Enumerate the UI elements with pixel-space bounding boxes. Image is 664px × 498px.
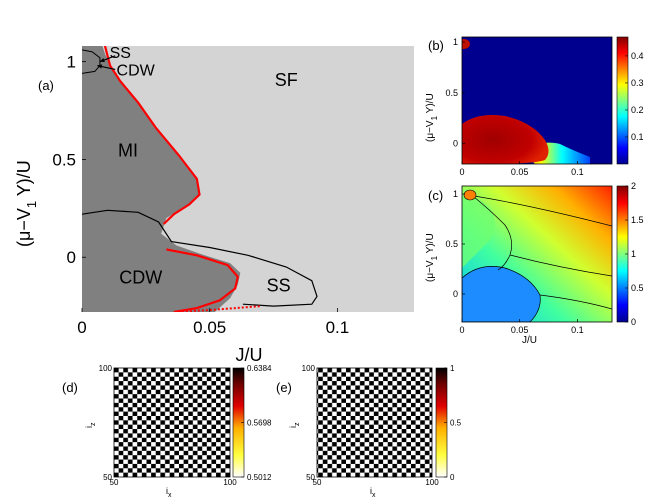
panel-d-ylabel: iz [84, 422, 97, 428]
colorbar-tick-label: 0 [450, 473, 455, 482]
insulating-region [82, 46, 241, 312]
panel-c-ylabel: (μ−V1 Y)/U [425, 233, 439, 282]
colorbar-tick-label: 0.1 [631, 132, 644, 142]
x-tick-label: 100 [425, 478, 439, 487]
panel-e-ylabel: iz [288, 422, 301, 428]
panel-b-heatmap: 0 0.05 0.1 0 0.5 1 (μ−V1 Y)/U (b) 0.1 0.2 0.3 0… [425, 36, 644, 177]
colorbar-tick-label: 2 [631, 181, 636, 191]
panel-c-cdw-lobe [462, 266, 541, 322]
panel-e-label: (e) [276, 380, 292, 395]
panel-c-label: (c) [428, 188, 443, 203]
phase-label-mi: MI [118, 140, 138, 160]
panel-c-small-lobe [463, 189, 477, 201]
x-tick-label: 0.05 [511, 325, 529, 335]
panel-b-ylabel: (μ−V1 Y)/U [425, 93, 439, 142]
arrow-head-0 [99, 58, 105, 63]
mi-red-boundary [103, 46, 201, 225]
panel-b-small-lobe [462, 39, 470, 49]
y-tick-label: 1 [453, 189, 458, 199]
red-dotted-boundary [173, 305, 261, 312]
panel-a-xlabel: J/U [236, 345, 263, 365]
panel-c-contour-3 [539, 294, 612, 310]
y-tick-label: 1 [453, 37, 458, 47]
panel-d-xlabel: ix [166, 486, 172, 498]
colorbar-tick-label: 0.3 [631, 78, 644, 88]
colorbar-tick-label: 0.5012 [247, 473, 272, 482]
colorbar-tick-label: 1 [631, 249, 636, 259]
panel-c-contour-mi [473, 196, 512, 271]
panel-a-label: (a) [38, 78, 54, 93]
colorbar-tick-label: 0.5 [450, 419, 462, 428]
phase-label-ss: SS [267, 275, 291, 295]
y-tick-label: 1 [67, 53, 76, 72]
phase-label-cdw: CDW [119, 268, 162, 288]
panel-c-contour-2 [509, 254, 612, 277]
panel-c-heatmap: 0 0.05 0.1 0 0.5 1 J/U (μ−V1 Y)/U (c) 0 0.5 1 1… [425, 181, 644, 346]
panel-b-label: (b) [428, 38, 444, 53]
panel-c-frame [461, 185, 613, 323]
y-tick-label: 0.5 [52, 150, 76, 169]
ss-boundary-curve [82, 209, 318, 307]
panel-e-xlabel: ix [370, 486, 376, 498]
colorbar-tick-label: 1 [450, 364, 455, 373]
x-tick-label: 0 [459, 325, 464, 335]
panel-e-checkerboard [316, 367, 433, 478]
y-tick-label: 0 [67, 248, 76, 267]
colorbar-tick-label: 0.5 [631, 283, 644, 293]
x-tick-label: 100 [223, 478, 237, 487]
panel-d-label: (d) [62, 380, 78, 395]
phase-label-sf: SF [275, 70, 298, 90]
y-tick-label: 0 [453, 139, 458, 149]
colorbar-tick-label: 0.6384 [247, 364, 272, 373]
colorbar-tick-label: 0 [631, 317, 636, 327]
x-tick-label: 50 [110, 478, 119, 487]
x-tick-label: 0.1 [571, 325, 584, 335]
colorbar-tick-label: 1.5 [631, 215, 644, 225]
x-tick-label: 0.05 [511, 167, 529, 177]
x-tick-label: 50 [313, 478, 322, 487]
x-tick-label: 0.05 [193, 318, 226, 337]
panel-b-frame [461, 36, 613, 165]
x-tick-label: 0 [459, 167, 464, 177]
y-tick-label: 100 [99, 364, 113, 373]
panel-b-colorbar [616, 36, 629, 165]
panel-c-xlabel: J/U [522, 335, 537, 346]
panel-d-checkerboard [113, 367, 231, 478]
x-tick-label: 0 [77, 318, 86, 337]
y-tick-label: 100 [302, 364, 316, 373]
colorbar-tick-label: 0.4 [631, 51, 644, 61]
y-tick-label: 0.5 [445, 239, 458, 249]
y-tick-label: 50 [103, 473, 112, 482]
phase-label-ss: SS [110, 45, 131, 62]
phase-label-cdw: CDW [117, 63, 156, 80]
colorbar-tick-label: 0.2 [631, 105, 644, 115]
panel-d-heatmap: 50 100 50 100 ix iz (d) 0.6384 0.5698 0.5012 [62, 364, 272, 498]
panel-b-cdw-lobe [462, 115, 549, 164]
y-tick-label: 0.5 [445, 88, 458, 98]
cdw-red-boundary [166, 248, 239, 312]
x-tick-label: 0.1 [571, 167, 584, 177]
x-tick-label: 0.1 [326, 318, 350, 337]
panel-a-ylabel: (μ−V1 Y)/U [14, 160, 39, 247]
panel-c-contour-1 [473, 195, 612, 227]
panel-c-mi-lobe [462, 196, 495, 268]
colorbar-tick-label: 0.5698 [247, 419, 272, 428]
y-tick-label: 0 [453, 289, 458, 299]
arrow-head-1 [97, 64, 103, 69]
panel-e-heatmap: 50 100 50 100 ix iz (e) 1 0.5 0 [276, 364, 462, 498]
y-tick-label: 50 [306, 473, 315, 482]
